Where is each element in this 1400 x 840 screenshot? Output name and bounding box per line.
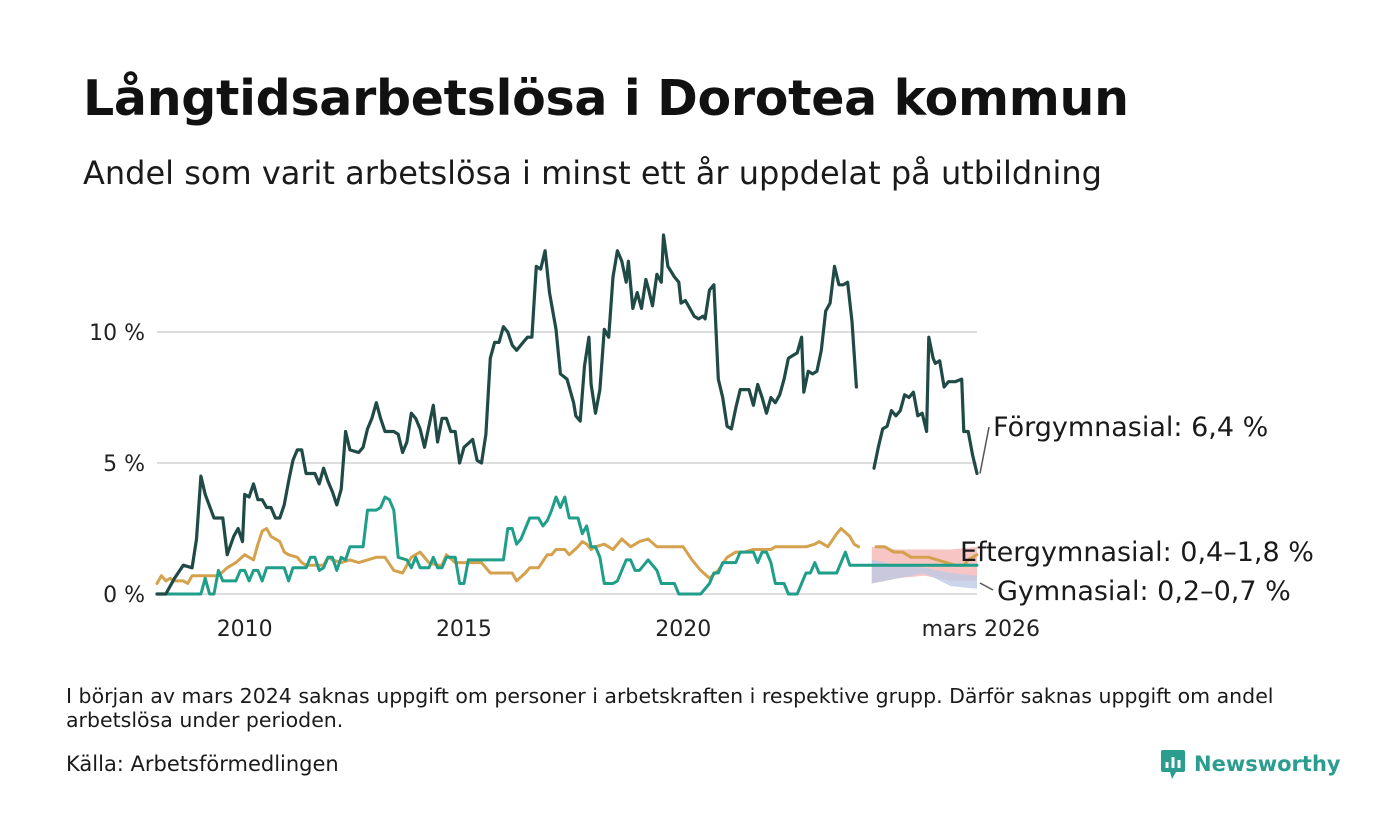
- newsworthy-icon: [1161, 750, 1185, 779]
- label-leader-line: [979, 426, 990, 474]
- end-label-förgymnasial: Förgymnasial: 6,4 %: [993, 412, 1268, 443]
- x-tick-label: 2020: [655, 617, 711, 642]
- y-tick-label: 5 %: [103, 452, 145, 477]
- series-line-gymnasial: [155, 527, 979, 585]
- newsworthy-logo: Newsworthy: [1160, 748, 1341, 780]
- brand-name: Newsworthy: [1194, 752, 1341, 776]
- y-tick-label: 0 %: [103, 583, 145, 608]
- end-label-gymnasial: Gymnasial: 0,2–0,7 %: [997, 576, 1291, 607]
- x-tick-label: mars 2026: [922, 617, 1040, 642]
- footnote: I början av mars 2024 saknas uppgift om …: [66, 684, 1274, 732]
- chart-subtitle: Andel som varit arbetslösa i minst ett å…: [83, 154, 1102, 192]
- chart-title: Långtidsarbetslösa i Dorotea kommun: [83, 70, 1129, 127]
- source-text: Källa: Arbetsförmedlingen: [66, 752, 339, 776]
- x-tick-label: 2010: [217, 617, 273, 642]
- band-gymnasial: [871, 559, 977, 589]
- line-chart: 0 % 5 % 10 % 2010 2015 2020 mars 2026 Förgymnas…: [89, 233, 1314, 642]
- series-line-eftergymnasial: [155, 495, 979, 596]
- label-leader-line: [979, 582, 994, 591]
- series-line-förgymnasial: [155, 233, 979, 596]
- end-label-eftergymnasial: Eftergymnasial: 0,4–1,8 %: [960, 537, 1314, 568]
- x-tick-label: 2015: [436, 617, 492, 642]
- y-tick-label: 10 %: [89, 321, 145, 346]
